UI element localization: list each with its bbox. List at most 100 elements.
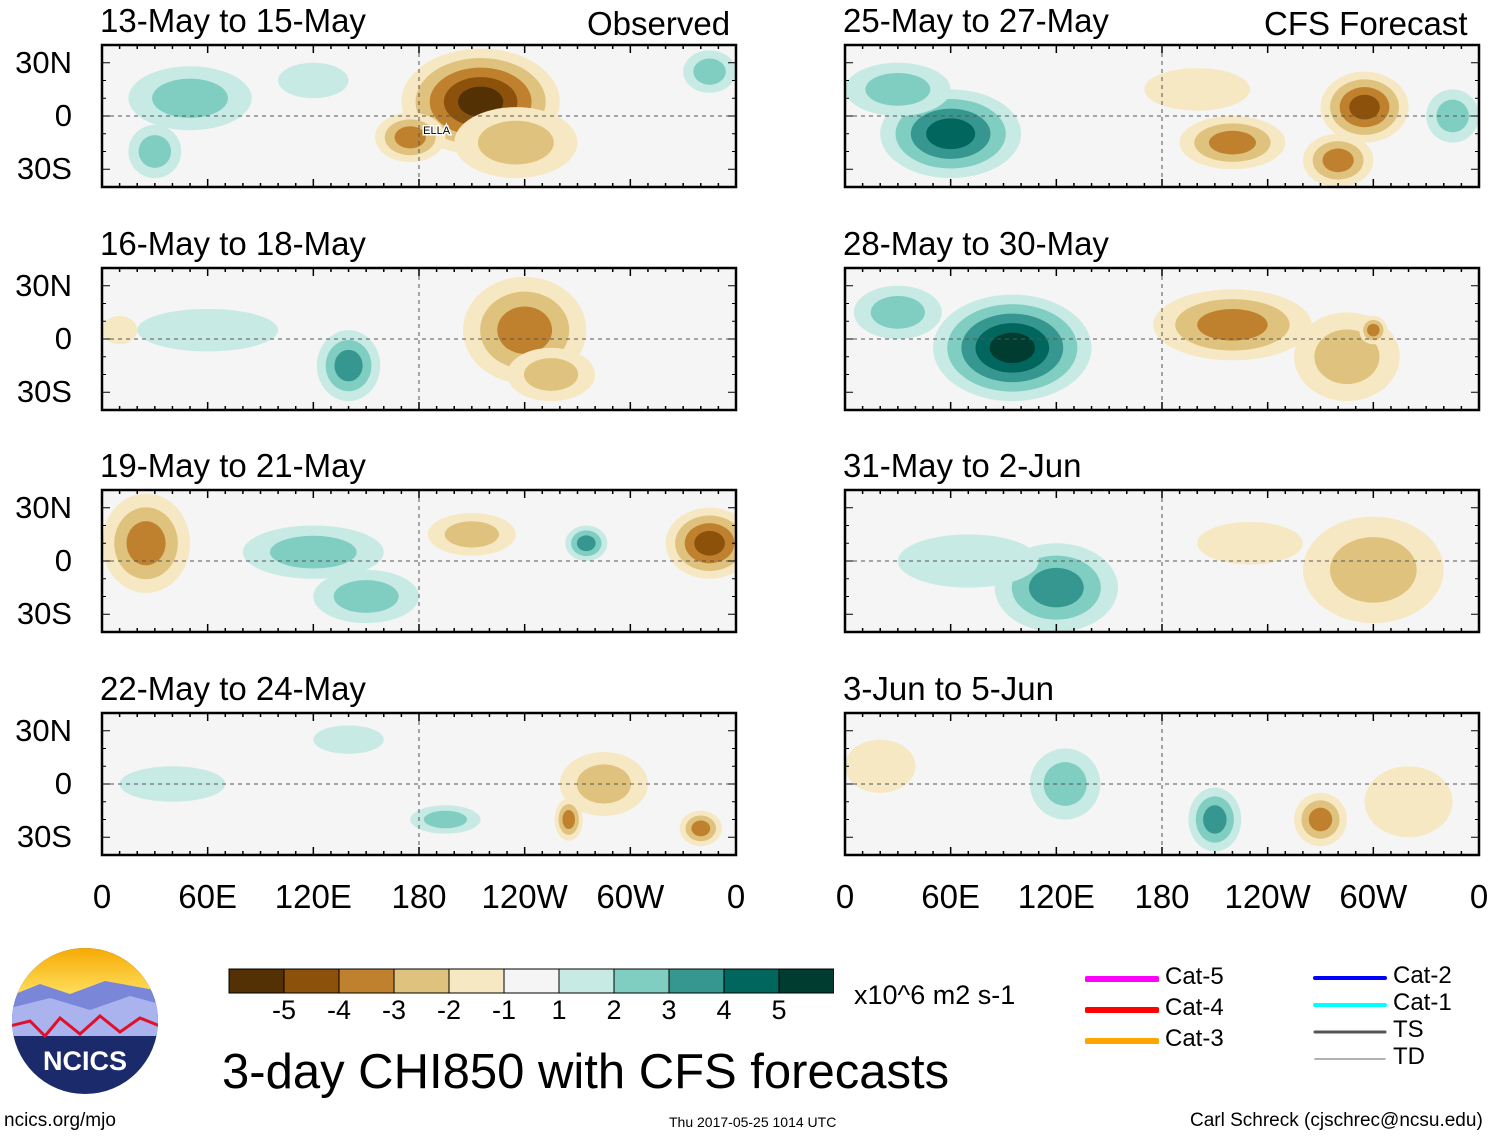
anomaly-contour <box>102 315 138 345</box>
anomaly-contour <box>694 530 725 556</box>
lon-label: 60E <box>178 878 238 915</box>
anomaly-map-panel <box>843 43 1481 189</box>
anomaly-contour <box>394 126 426 149</box>
anomaly-contour <box>1322 148 1354 173</box>
lat-label-0: 0 <box>54 321 72 356</box>
anomaly-contour <box>1028 567 1084 608</box>
anomaly-contour <box>313 725 384 754</box>
lon-label: 0 <box>726 878 746 915</box>
panel-title: 3-Jun to 5-Jun <box>843 670 1054 707</box>
anomaly-map-panel <box>100 711 738 857</box>
anomaly-contour <box>865 72 931 106</box>
anomaly-contour <box>523 358 579 391</box>
anomaly-contour <box>1367 323 1380 337</box>
colorbar-swatch <box>448 968 505 994</box>
lon-label: 0 <box>835 878 855 915</box>
lat-label-30S: 30S <box>16 596 72 631</box>
legend-label: TS <box>1393 1016 1424 1043</box>
colorbar-label: 2 <box>606 995 622 1025</box>
anomaly-contour <box>576 764 632 804</box>
lat-label-0: 0 <box>54 98 72 133</box>
anomaly-map-panel <box>843 711 1481 857</box>
colorbar-swatch <box>558 968 615 994</box>
colorbar-label: -2 <box>436 995 462 1025</box>
lon-label: 0 <box>92 878 112 915</box>
anomaly-contour <box>126 521 166 566</box>
colorbar-label: 4 <box>716 995 732 1025</box>
colorbar-label: -1 <box>491 995 517 1025</box>
anomaly-map-panel <box>843 266 1481 412</box>
legend-line-cat-5 <box>1085 976 1159 982</box>
anomaly-contour <box>278 62 349 99</box>
anomaly-contour <box>444 521 499 548</box>
colorbar-swatch <box>283 968 340 994</box>
colorbar-swatch <box>338 968 395 994</box>
lon-label: 60W <box>596 878 665 915</box>
lat-label-30S: 30S <box>16 151 72 186</box>
panel-title: 28-May to 30-May <box>843 225 1109 262</box>
lat-label-30S: 30S <box>16 374 72 409</box>
anomaly-contour <box>926 118 976 150</box>
footer-timestamp: Thu 2017-05-25 1014 UTC <box>669 1114 837 1130</box>
anomaly-contour <box>137 308 279 352</box>
cfs-forecast-label: CFS Forecast <box>1264 5 1468 42</box>
anomaly-contour <box>1308 807 1333 832</box>
anomaly-contour <box>691 820 711 837</box>
anomaly-contour <box>269 535 357 569</box>
anomaly-contour <box>1043 762 1087 806</box>
anomaly-contour <box>693 58 726 85</box>
anomaly-contour <box>576 535 596 552</box>
anomaly-contour <box>989 332 1035 364</box>
legend-label: Cat-4 <box>1165 994 1224 1021</box>
anomaly-map-panel <box>100 488 738 634</box>
lon-label: 120W <box>1224 878 1311 915</box>
lat-label-30N: 30N <box>15 45 72 80</box>
anomaly-contour <box>870 295 925 329</box>
lat-label-30N: 30N <box>15 268 72 303</box>
lat-label-30N: 30N <box>15 490 72 525</box>
anomaly-contour <box>423 810 468 829</box>
anomaly-contour <box>1144 68 1251 111</box>
lat-label-0: 0 <box>54 766 72 801</box>
legend-label: Cat-3 <box>1165 1025 1224 1052</box>
colorbar-swatch <box>778 968 834 994</box>
footer-author: Carl Schreck (cjschrec@ncsu.edu) <box>1190 1110 1483 1131</box>
ncics-logo: NCICS <box>12 948 158 1094</box>
anomaly-contour <box>119 766 226 802</box>
legend-line-cat-3 <box>1085 1038 1159 1044</box>
anomaly-map-panel: ELLA <box>100 43 738 189</box>
anomaly-contour <box>138 135 172 168</box>
legend-label: Cat-5 <box>1165 963 1224 990</box>
panel-title: 16-May to 18-May <box>100 225 366 262</box>
anomaly-contour <box>1197 309 1268 341</box>
anomaly-contour <box>1314 329 1380 385</box>
colorbar <box>228 968 834 994</box>
colorbar-swatch <box>228 968 285 994</box>
legend-line-cat-4 <box>1085 1007 1159 1013</box>
colorbar-label: -4 <box>326 995 352 1025</box>
lon-label: 180 <box>1134 878 1190 915</box>
legend-line-cat-1 <box>1313 1003 1387 1007</box>
lon-label: 180 <box>391 878 447 915</box>
anomaly-map-panel <box>100 266 738 412</box>
anomaly-contour <box>1349 94 1380 120</box>
colorbar-label: 5 <box>771 995 787 1025</box>
colorbar-swatch <box>668 968 725 994</box>
lat-label-30N: 30N <box>15 713 72 748</box>
footer-url[interactable]: ncics.org/mjo <box>4 1110 116 1131</box>
lon-label: 120W <box>481 878 568 915</box>
panel-title: 22-May to 24-May <box>100 670 366 707</box>
colorbar-label: -5 <box>271 995 297 1025</box>
legend-line-cat-2 <box>1313 976 1387 980</box>
colorbar-swatch <box>393 968 450 994</box>
lon-label: 120E <box>274 878 352 915</box>
lon-label: 120E <box>1017 878 1095 915</box>
panel-title: 31-May to 2-Jun <box>843 447 1082 484</box>
anomaly-contour <box>477 120 554 165</box>
anomaly-contour <box>1208 130 1256 155</box>
anomaly-map-panel <box>843 488 1481 634</box>
anomaly-contour <box>152 78 228 118</box>
colorbar-swatch <box>613 968 670 994</box>
legend-line-ts <box>1313 1030 1387 1034</box>
